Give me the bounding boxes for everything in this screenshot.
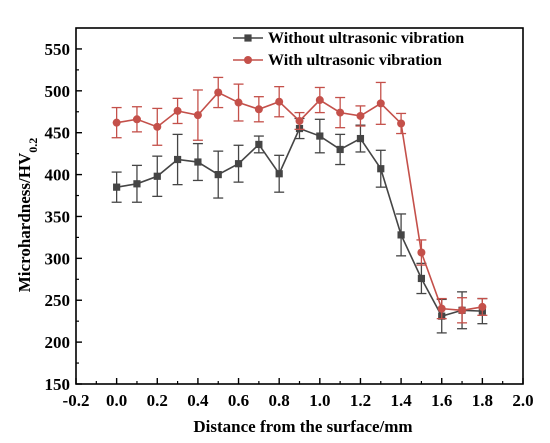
series-layer bbox=[111, 76, 488, 334]
legend-marker bbox=[244, 56, 252, 64]
x-tick-label: 0.2 bbox=[147, 391, 168, 410]
data-point bbox=[132, 115, 141, 124]
data-point bbox=[214, 170, 222, 179]
data-point bbox=[193, 111, 202, 120]
x-tick-label: 0.0 bbox=[106, 391, 127, 410]
x-tick-label: 1.6 bbox=[431, 391, 452, 410]
legend-item-1: Without ultrasonic vibration bbox=[233, 30, 464, 47]
data-point bbox=[255, 140, 263, 149]
x-tick-label: 0.6 bbox=[228, 391, 249, 410]
data-point bbox=[437, 304, 446, 313]
data-point bbox=[153, 122, 162, 131]
legend-marker bbox=[244, 34, 252, 42]
y-tick-label: 550 bbox=[45, 40, 71, 59]
data-point bbox=[417, 274, 426, 283]
x-tick-label: 2.0 bbox=[512, 391, 533, 410]
y-tick-label: 400 bbox=[45, 166, 71, 185]
y-axis-title: Microhardness/HV0.2 bbox=[15, 138, 40, 292]
data-point bbox=[315, 96, 324, 105]
y-tick-label: 250 bbox=[45, 291, 71, 310]
data-point bbox=[194, 158, 202, 166]
data-point bbox=[356, 111, 365, 120]
data-point bbox=[376, 99, 385, 108]
y-tick-label: 350 bbox=[45, 207, 71, 226]
data-point bbox=[356, 134, 365, 143]
data-point bbox=[234, 98, 243, 107]
x-tick-label: 0.8 bbox=[269, 391, 290, 410]
data-point bbox=[112, 118, 121, 127]
y-tick-label: 150 bbox=[45, 375, 71, 394]
data-point bbox=[397, 119, 406, 128]
data-point bbox=[214, 88, 223, 97]
plot-border bbox=[75, 27, 524, 385]
x-axis-ticks: -0.2 0.0 0.2 0.4 0.6 0.8 1.0 1.2 1.4 1.6 1.8 2.0 bbox=[63, 378, 534, 410]
y-axis-ticks: 150 200 250 300 350 400 450 500 550 bbox=[45, 40, 82, 394]
x-tick-label: 1.8 bbox=[472, 391, 493, 410]
y-tick-label: 450 bbox=[45, 124, 71, 143]
data-point bbox=[275, 97, 284, 106]
data-point bbox=[336, 145, 344, 154]
legend-label: Without ultrasonic vibration bbox=[268, 30, 464, 47]
x-axis-title: Distance from the surface/mm bbox=[193, 417, 412, 436]
data-point bbox=[234, 160, 243, 168]
data-point bbox=[397, 231, 405, 239]
data-point bbox=[336, 108, 345, 117]
data-point bbox=[295, 116, 304, 125]
legend-item-2: With ultrasonic vibration bbox=[233, 52, 442, 69]
series-2 bbox=[111, 76, 488, 324]
data-point bbox=[173, 155, 182, 164]
x-tick-label: 0.4 bbox=[187, 391, 209, 410]
legend: Without ultrasonic vibration With ultraso… bbox=[233, 30, 464, 69]
data-point bbox=[173, 106, 182, 115]
data-point bbox=[153, 172, 161, 180]
data-point bbox=[113, 183, 121, 191]
x-tick-label: 1.0 bbox=[309, 391, 330, 410]
y-axis-title-subscript: 0.2 bbox=[26, 138, 40, 153]
data-point bbox=[316, 132, 324, 140]
y-tick-label: 200 bbox=[45, 333, 71, 352]
x-tick-label: -0.2 bbox=[63, 391, 90, 410]
data-point bbox=[458, 306, 467, 315]
data-point bbox=[275, 170, 283, 178]
x-tick-label: 1.4 bbox=[390, 391, 412, 410]
data-point bbox=[377, 165, 385, 173]
y-tick-label: 300 bbox=[45, 249, 71, 268]
legend-label: With ultrasonic vibration bbox=[268, 52, 442, 69]
data-point bbox=[254, 105, 263, 114]
series-1 bbox=[111, 117, 488, 334]
y-axis-title-main: Microhardness/HV bbox=[15, 152, 34, 292]
y-tick-label: 500 bbox=[45, 82, 71, 101]
x-tick-label: 1.2 bbox=[350, 391, 371, 410]
series-line bbox=[116, 127, 483, 318]
data-point bbox=[133, 180, 141, 188]
data-point bbox=[478, 302, 487, 311]
plot-frame bbox=[75, 27, 524, 385]
data-point bbox=[417, 248, 426, 257]
